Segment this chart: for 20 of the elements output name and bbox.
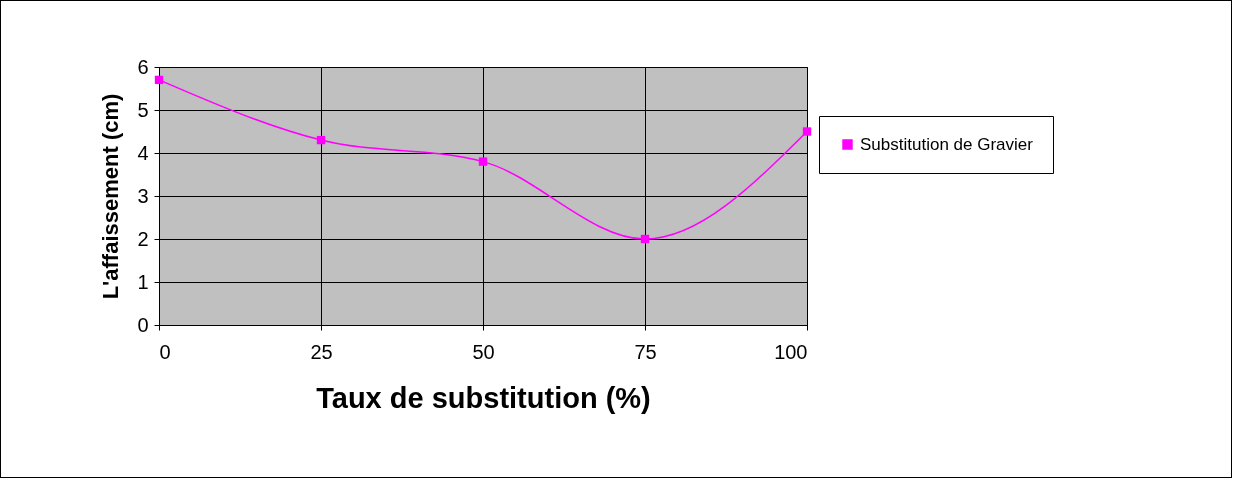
y-tick-label: 5 bbox=[137, 98, 149, 121]
x-tick-label: 50 bbox=[472, 340, 495, 363]
y-tick-label: 4 bbox=[137, 141, 149, 164]
y-tick-label: 2 bbox=[137, 227, 149, 250]
y-tick-label: 6 bbox=[137, 55, 149, 78]
y-tick-label: 3 bbox=[137, 184, 149, 207]
x-tick-label: 0 bbox=[159, 340, 171, 363]
x-tick-label: 75 bbox=[634, 340, 657, 363]
point bbox=[316, 135, 326, 145]
point bbox=[478, 157, 488, 166]
x-axis-title: Taux de substitution (%) bbox=[316, 381, 651, 414]
y-tick-label: 1 bbox=[137, 270, 149, 293]
y-axis-title: L'affaissement (cm) bbox=[98, 93, 124, 300]
y-tick-label: 0 bbox=[137, 313, 149, 336]
point bbox=[154, 75, 164, 85]
point bbox=[640, 234, 650, 244]
x-tick-label: 100 bbox=[774, 340, 808, 363]
x-tick-label: 25 bbox=[310, 340, 333, 363]
legend-label: Substitution de Gravier bbox=[860, 134, 1034, 154]
point bbox=[802, 127, 812, 136]
